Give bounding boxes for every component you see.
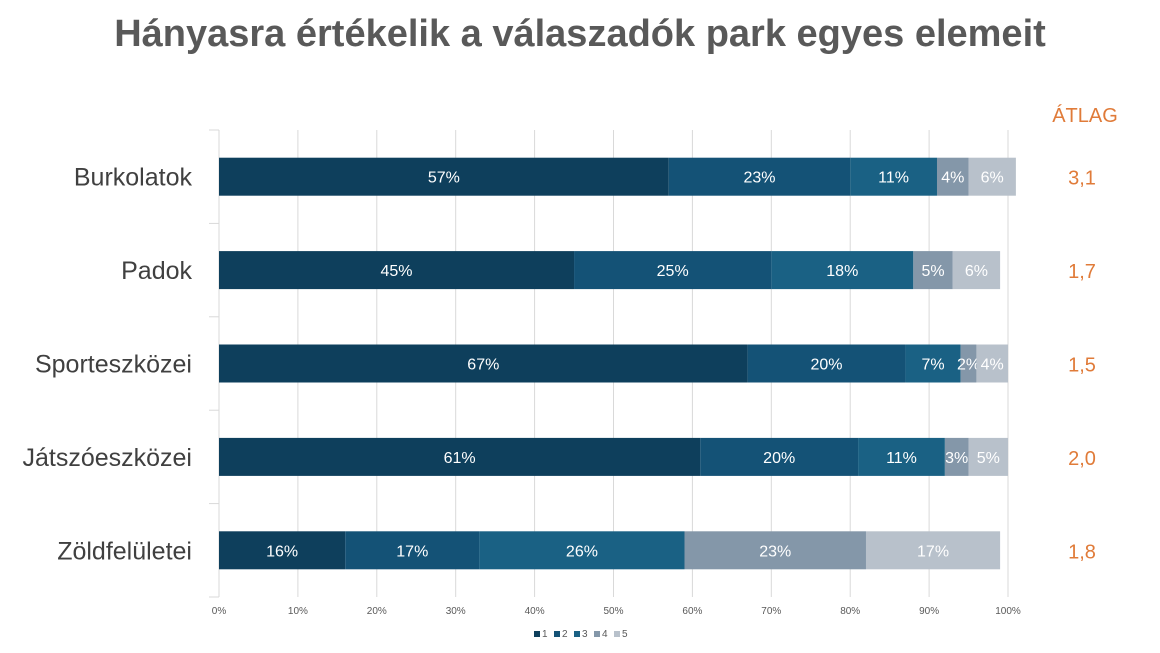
data-label: 4% [981,357,1004,374]
data-label: 4% [941,170,964,187]
bar-segment-2 [747,344,906,383]
legend-label: 3 [582,629,588,640]
data-label: 6% [965,263,988,280]
x-tick-label: 100% [995,606,1021,617]
data-label: 23% [743,170,775,187]
data-label: 11% [878,170,909,187]
bar-segment-3 [905,344,961,383]
legend-swatch [574,631,580,637]
category-label: Játszóeszközei [22,444,192,472]
x-tick-label: 0% [212,606,227,617]
bar-segment-3 [850,157,937,196]
legend-label: 5 [622,629,628,640]
legend-swatch [554,631,560,637]
data-label: 2% [957,357,980,374]
x-tick-label: 70% [761,606,781,617]
x-tick-label: 20% [367,606,387,617]
data-label: 5% [977,450,1000,467]
category-label: Sporteszközei [35,351,192,379]
bar-segment-2 [574,251,772,290]
x-tick-label: 50% [603,606,623,617]
data-label: 11% [886,450,917,467]
data-label: 57% [428,170,460,187]
bar-segment-1 [219,531,346,570]
bar-segment-3 [479,531,685,570]
data-label: 45% [381,263,413,280]
bar-segment-2 [700,437,859,476]
bar-segment-4 [913,251,953,290]
bar-segment-2 [345,531,480,570]
data-label: 25% [657,263,689,280]
x-tick-label: 60% [682,606,702,617]
legend-label: 1 [542,629,548,640]
x-tick-label: 80% [840,606,860,617]
data-label: 3% [945,450,968,467]
average-value: 1,5 [1068,355,1096,377]
data-label: 67% [467,357,499,374]
bar-segment-5 [968,437,1008,476]
category-label: Burkolatok [74,164,193,192]
x-tick-label: 30% [446,606,466,617]
data-label: 20% [763,450,795,467]
bar-segment-4 [960,344,977,383]
legend-swatch [534,631,540,637]
bar-segment-5 [968,157,1016,196]
legend-label: 2 [562,629,568,640]
bar-segment-4 [936,157,969,196]
bar-segment-4 [944,437,969,476]
average-header: ÁTLAG [1052,105,1118,127]
average-value: 1,7 [1068,261,1096,283]
legend-label: 4 [602,629,608,640]
chart-title: Hányasra értékelik a válaszadók park egy… [114,13,1046,55]
data-label: 26% [566,543,598,560]
data-label: 5% [921,263,944,280]
bar-segment-2 [668,157,851,196]
data-label: 7% [921,357,944,374]
legend-swatch [594,631,600,637]
data-label: 20% [811,357,843,374]
bar-segment-5 [976,344,1008,383]
x-tick-label: 10% [288,606,308,617]
x-tick-label: 90% [919,606,939,617]
bar-segment-1 [219,251,575,290]
bar-segment-4 [684,531,866,570]
category-label: Zöldfelületei [57,537,192,565]
data-label: 6% [981,170,1004,187]
bar-segment-3 [771,251,914,290]
category-label: Padok [121,257,192,285]
average-value: 2,0 [1068,448,1096,470]
bar-segment-1 [219,157,669,196]
bar-segment-3 [858,437,945,476]
average-value: 3,1 [1068,168,1096,190]
data-label: 17% [917,543,949,560]
bar-segment-5 [865,531,1001,570]
data-label: 16% [266,543,298,560]
bar-segment-1 [219,437,701,476]
bar-segment-1 [219,344,748,383]
data-label: 17% [396,543,428,560]
data-label: 18% [826,263,858,280]
bar-segment-5 [952,251,1001,290]
legend-swatch [614,631,620,637]
data-label: 23% [759,543,791,560]
x-tick-label: 40% [525,606,545,617]
average-value: 1,8 [1068,541,1096,563]
data-label: 61% [444,450,476,467]
